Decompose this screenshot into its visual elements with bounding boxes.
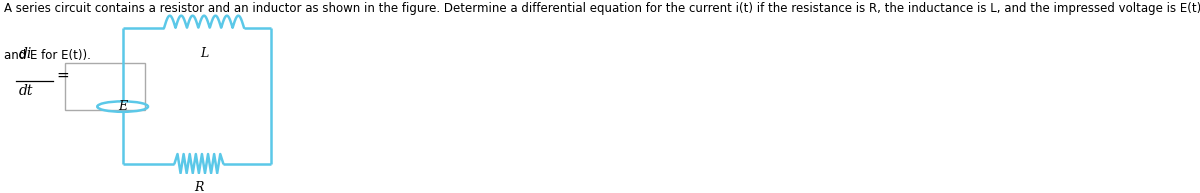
Text: dt: dt: [19, 84, 34, 97]
Text: E: E: [118, 100, 127, 113]
FancyBboxPatch shape: [65, 63, 145, 110]
Text: A series circuit contains a resistor and an inductor as shown in the figure. Det: A series circuit contains a resistor and…: [5, 2, 1200, 15]
Text: R: R: [194, 181, 204, 193]
Text: di: di: [19, 47, 32, 61]
Text: and E for E(t)).: and E for E(t)).: [5, 49, 91, 62]
Text: L: L: [200, 47, 208, 60]
Text: =: =: [56, 67, 70, 82]
